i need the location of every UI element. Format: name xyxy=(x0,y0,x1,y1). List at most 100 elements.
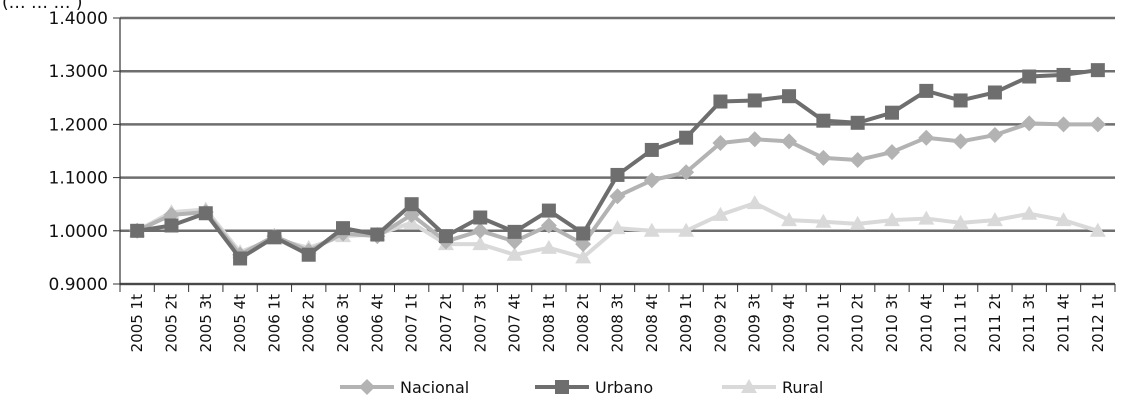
x-tick-label-19: 2009 4t xyxy=(780,294,798,352)
legend-marker-rural xyxy=(741,379,757,393)
x-tick-label-0: 2005 1t xyxy=(128,294,146,352)
x-tick-label-26: 2011 3t xyxy=(1020,294,1038,352)
x-tick-label-27: 2011 4t xyxy=(1055,294,1073,352)
point-urbano-9 xyxy=(438,229,453,244)
x-axis-tick-labels: 2005 1t 2005 2t 2005 3t 2005 4t 2006 1t 2006 … xyxy=(128,294,1107,352)
y-tick-label-2: 1.1000 xyxy=(49,169,108,189)
point-rural-22 xyxy=(883,212,900,227)
point-urbano-3 xyxy=(233,251,248,266)
point-nacional-20 xyxy=(815,149,832,166)
series-urbano xyxy=(130,63,1105,266)
point-nacional-27 xyxy=(1055,116,1072,133)
point-urbano-25 xyxy=(987,85,1002,100)
legend: Nacional Urbano Rural xyxy=(340,378,823,397)
point-rural-23 xyxy=(918,210,935,225)
x-tick-label-17: 2009 2t xyxy=(711,294,729,352)
point-urbano-27 xyxy=(1056,67,1071,82)
cut-axis-label: (… … … ) xyxy=(2,0,82,13)
point-nacional-16 xyxy=(678,164,695,181)
point-urbano-20 xyxy=(816,113,831,128)
x-tick-label-22: 2010 3t xyxy=(883,294,901,352)
x-tick-label-16: 2009 1t xyxy=(677,294,695,352)
x-tick-label-28: 2012 1t xyxy=(1089,294,1107,352)
x-tick-label-7: 2006 4t xyxy=(368,294,386,352)
x-tick-label-12: 2008 1t xyxy=(540,294,558,352)
point-urbano-15 xyxy=(644,142,659,157)
x-tick-label-9: 2007 2t xyxy=(437,294,455,352)
point-urbano-4 xyxy=(267,230,282,245)
point-nacional-23 xyxy=(918,129,935,146)
point-rural-10 xyxy=(472,236,489,251)
point-urbano-16 xyxy=(679,130,694,145)
legend-item-urbano: Urbano xyxy=(535,378,653,397)
series-group xyxy=(129,63,1106,266)
point-rural-12 xyxy=(540,239,557,254)
point-urbano-10 xyxy=(473,210,488,225)
point-rural-13 xyxy=(575,249,592,264)
series-rural xyxy=(129,195,1106,264)
point-rural-11 xyxy=(506,246,523,261)
x-tick-label-18: 2009 3t xyxy=(746,294,764,352)
point-urbano-5 xyxy=(301,247,316,262)
point-rural-26 xyxy=(1021,205,1038,220)
x-tick-label-10: 2007 3t xyxy=(471,294,489,352)
point-nacional-15 xyxy=(643,172,660,189)
point-urbano-19 xyxy=(782,89,797,104)
point-rural-20 xyxy=(815,213,832,228)
point-urbano-24 xyxy=(953,93,968,108)
y-tick-label-1: 1.0000 xyxy=(49,222,108,242)
point-nacional-14 xyxy=(609,188,626,205)
point-urbano-23 xyxy=(919,83,934,98)
x-tick-label-1: 2005 2t xyxy=(162,294,180,352)
point-rural-14 xyxy=(609,220,626,235)
y-tick-label-5: 1.4000 xyxy=(49,9,108,29)
point-nacional-18 xyxy=(746,131,763,148)
legend-marker-urbano xyxy=(555,380,569,394)
point-urbano-17 xyxy=(713,94,728,109)
y-tick-label-0: 0.9000 xyxy=(49,275,108,295)
x-tick-label-15: 2008 4t xyxy=(643,294,661,352)
x-tick-label-25: 2011 2t xyxy=(986,294,1004,352)
point-urbano-18 xyxy=(747,93,762,108)
point-nacional-17 xyxy=(712,135,729,152)
point-rural-21 xyxy=(849,215,866,230)
x-tick-label-6: 2006 3t xyxy=(334,294,352,352)
x-tick-label-23: 2010 4t xyxy=(917,294,935,352)
point-nacional-25 xyxy=(986,127,1003,144)
x-tick-label-8: 2007 1t xyxy=(403,294,421,352)
point-urbano-2 xyxy=(198,206,213,221)
x-tick-label-20: 2010 1t xyxy=(814,294,832,352)
point-urbano-26 xyxy=(1022,69,1037,84)
point-rural-15 xyxy=(643,222,660,237)
point-nacional-26 xyxy=(1021,115,1038,132)
point-nacional-24 xyxy=(952,133,969,150)
point-urbano-13 xyxy=(576,226,591,241)
point-urbano-6 xyxy=(336,221,351,236)
legend-label-rural: Rural xyxy=(782,378,823,397)
x-tick-label-24: 2011 1t xyxy=(952,294,970,352)
point-urbano-22 xyxy=(884,105,899,120)
axes xyxy=(113,17,1116,292)
point-urbano-12 xyxy=(541,203,556,218)
point-urbano-7 xyxy=(370,227,385,242)
point-nacional-22 xyxy=(883,144,900,161)
point-nacional-12 xyxy=(540,217,557,234)
x-tick-label-21: 2010 2t xyxy=(849,294,867,352)
point-rural-24 xyxy=(952,214,969,229)
point-rural-19 xyxy=(781,212,798,227)
x-tick-label-11: 2007 4t xyxy=(506,294,524,352)
point-urbano-28 xyxy=(1090,63,1105,78)
point-urbano-1 xyxy=(164,218,179,233)
x-tick-label-14: 2008 3t xyxy=(609,294,627,352)
x-tick-label-5: 2006 2t xyxy=(300,294,318,352)
legend-marker-nacional xyxy=(359,379,375,395)
point-rural-16 xyxy=(678,222,695,237)
point-rural-17 xyxy=(712,206,729,221)
point-nacional-28 xyxy=(1089,116,1106,133)
x-tick-label-2: 2005 3t xyxy=(197,294,215,352)
y-axis-tick-labels: 0.9000 1.0000 1.1000 1.2000 1.3000 1.4000 xyxy=(49,9,108,295)
point-nacional-19 xyxy=(781,133,798,150)
point-rural-18 xyxy=(746,195,763,210)
point-rural-27 xyxy=(1055,212,1072,227)
point-nacional-21 xyxy=(849,152,866,169)
